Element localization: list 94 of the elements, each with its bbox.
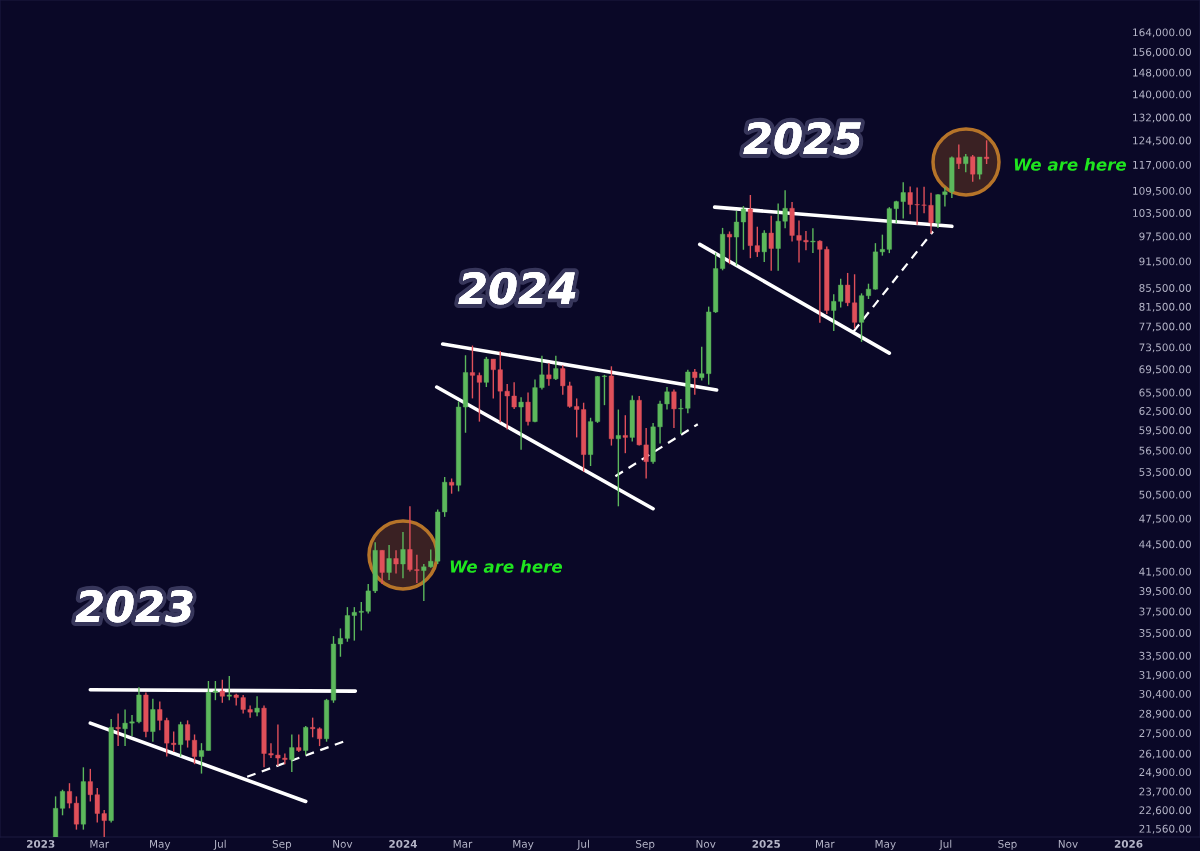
x-tick-label: Nov: [696, 840, 716, 848]
y-tick-label: 117,000.00: [1133, 160, 1191, 170]
x-tick-label: Sep: [272, 839, 292, 850]
y-tick-label: 41,500.00: [1139, 567, 1191, 577]
x-tick-label: May: [513, 840, 534, 850]
y-tick-label: 156,000.00: [1133, 48, 1191, 57]
candlestick: [970, 154, 976, 183]
y-tick-label: 140,000.00: [1133, 90, 1191, 100]
x-tick-label: Nov: [1058, 840, 1078, 848]
y-tick-label: 50,500.00: [1139, 490, 1191, 500]
candlestick: [761, 229, 767, 263]
candlestick: [400, 531, 406, 579]
y-tick-label: 132,000.00: [1133, 113, 1191, 123]
y-tick-label: 23,700.00: [1139, 787, 1191, 797]
candlestick: [178, 721, 184, 758]
candlestick: [219, 679, 225, 704]
y-tick-label: 148,000.00: [1133, 68, 1191, 78]
x-tick-label: Sep: [636, 839, 655, 850]
y-tick-label: 39,500.00: [1139, 587, 1191, 597]
y-tick-label: 26,100.00: [1139, 749, 1191, 759]
y-tick-label: 47,500.00: [1139, 514, 1191, 524]
x-tick-label: Sep: [998, 839, 1017, 850]
candlestick: [226, 675, 232, 701]
candlestick: [671, 388, 677, 429]
y-tick-label: 62,500.00: [1139, 407, 1191, 416]
y-tick-label: 91,500.00: [1139, 257, 1191, 267]
candlestick: [727, 230, 733, 265]
x-tick-label: Jul: [213, 839, 226, 850]
x-tick-label: Mar: [453, 840, 473, 848]
x-tick-label: Jul: [939, 839, 952, 850]
y-tick-label: 65,500.00: [1139, 388, 1191, 398]
x-tick-label: Jul: [576, 839, 589, 850]
y-tick-label: 103,500.00: [1133, 209, 1191, 218]
candlestick: [622, 414, 628, 454]
x-tick-label: May: [150, 840, 171, 850]
y-tick-label: 24,900.00: [1139, 768, 1191, 778]
x-tick-label: May: [875, 840, 896, 850]
y-tick-label: 21,560.00: [1139, 824, 1191, 834]
y-tick-label: 85,500.00: [1139, 284, 1191, 293]
y-tick-label: 164,000.00: [1133, 28, 1191, 38]
y-tick-label: 73,500.00: [1139, 343, 1191, 353]
y-tick-label: 81,500.00: [1139, 302, 1191, 312]
candlestick: [601, 374, 607, 406]
annotation: We are here: [450, 559, 563, 573]
candlestick: [483, 356, 489, 388]
candlestick: [768, 215, 774, 272]
x-tick-label: Mar: [90, 840, 110, 848]
candlestick: [546, 362, 552, 387]
candlestick: [150, 698, 156, 743]
candlestick: [553, 355, 559, 381]
candlestick: [963, 153, 969, 173]
candlestick: [615, 408, 621, 507]
x-tick-label: 2023: [27, 839, 55, 848]
candlestick: [386, 544, 392, 581]
x-tick-label: 2025: [752, 839, 781, 848]
candlestick: [303, 725, 309, 756]
y-tick-label: 22,600.00: [1139, 806, 1191, 816]
y-tick-label: 37,500.00: [1139, 607, 1191, 617]
x-tick-label: 2024: [389, 839, 417, 848]
candlestick: [289, 733, 295, 773]
y-tick-label: 77,500.00: [1139, 322, 1191, 332]
candlestick: [956, 143, 962, 170]
candlestick: [393, 549, 399, 575]
candlestick: [518, 396, 524, 451]
y-tick-label: 59,500.00: [1139, 426, 1191, 436]
x-tick-label: Nov: [333, 840, 353, 848]
x-tick-label: 2026: [1114, 839, 1143, 848]
y-tick-label: 97,500.00: [1139, 232, 1191, 242]
candlestick: [115, 712, 121, 747]
x-tick-label: Mar: [816, 840, 835, 848]
candlestick: [692, 368, 698, 396]
y-tick-label: 35,500.00: [1139, 629, 1191, 638]
candlestick: [810, 227, 816, 254]
y-tick-label: 109,500.00: [1133, 186, 1191, 196]
y-tick-label: 33,500.00: [1139, 651, 1191, 661]
annotation: 2024: [458, 271, 576, 305]
y-tick-label: 30,400.00: [1139, 689, 1191, 699]
candlestick: [199, 742, 204, 775]
candlestick: [525, 391, 531, 427]
y-tick-label: 124,500.00: [1133, 136, 1191, 146]
y-tick-label: 31,900.00: [1139, 671, 1191, 680]
candlestick: [379, 549, 385, 585]
y-tick-label: 53,500.00: [1139, 468, 1191, 477]
y-tick-label: 69,500.00: [1139, 365, 1191, 375]
y-tick-label: 27,500.00: [1139, 729, 1191, 739]
candlestick: [977, 156, 983, 181]
y-tick-label: 44,500.00: [1139, 540, 1191, 550]
annotation: 2025: [743, 121, 861, 155]
y-tick-label: 28,900.00: [1139, 709, 1191, 719]
candlestick: [984, 139, 990, 165]
annotation: We are here: [1014, 157, 1127, 171]
y-tick-label: 56,500.00: [1139, 446, 1191, 456]
candlestick: [254, 695, 260, 717]
annotation: 2023: [75, 589, 193, 623]
